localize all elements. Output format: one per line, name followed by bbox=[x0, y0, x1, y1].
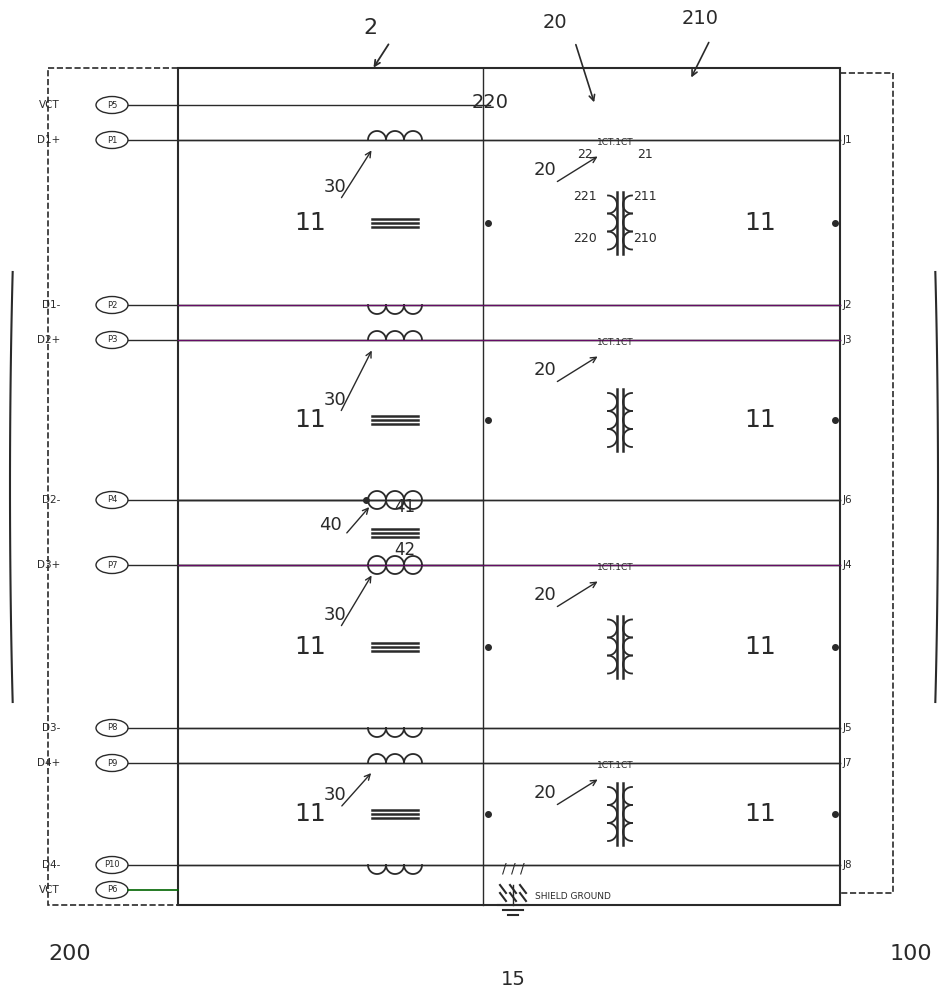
Text: D3-: D3- bbox=[42, 723, 59, 733]
Text: J5: J5 bbox=[842, 723, 851, 733]
Text: 221: 221 bbox=[573, 190, 597, 203]
Bar bbox=[177, 68, 839, 905]
Text: 1CT:1CT: 1CT:1CT bbox=[596, 761, 632, 770]
Text: 11: 11 bbox=[743, 802, 775, 826]
Text: 30: 30 bbox=[323, 178, 346, 196]
Text: 1CT:1CT: 1CT:1CT bbox=[596, 563, 632, 572]
Text: 11: 11 bbox=[743, 211, 775, 234]
Text: 11: 11 bbox=[743, 635, 775, 658]
Text: J4: J4 bbox=[842, 560, 851, 570]
Text: 42: 42 bbox=[394, 541, 415, 559]
Text: 210: 210 bbox=[632, 232, 656, 245]
Text: P1: P1 bbox=[107, 136, 117, 145]
Text: D3+: D3+ bbox=[37, 560, 59, 570]
Text: J8: J8 bbox=[842, 860, 851, 870]
Text: D2-: D2- bbox=[42, 495, 59, 505]
Bar bbox=[48, 68, 177, 905]
Text: P10: P10 bbox=[104, 860, 120, 869]
Text: J6: J6 bbox=[842, 495, 851, 505]
Text: 30: 30 bbox=[323, 391, 346, 409]
Text: 11: 11 bbox=[294, 408, 326, 432]
Text: 20: 20 bbox=[533, 586, 556, 604]
Text: J1: J1 bbox=[842, 135, 851, 145]
Text: 11: 11 bbox=[294, 635, 326, 658]
Text: P2: P2 bbox=[107, 300, 117, 310]
Text: P3: P3 bbox=[107, 336, 117, 344]
Text: SHIELD GROUND: SHIELD GROUND bbox=[534, 892, 610, 901]
Text: P4: P4 bbox=[107, 495, 117, 504]
Text: J3: J3 bbox=[842, 335, 851, 345]
Text: 20: 20 bbox=[533, 784, 556, 802]
Text: 1CT:1CT: 1CT:1CT bbox=[596, 138, 632, 147]
Text: P9: P9 bbox=[107, 758, 117, 768]
Text: D1+: D1+ bbox=[37, 135, 59, 145]
Text: D4-: D4- bbox=[42, 860, 59, 870]
Text: 1CT:1CT: 1CT:1CT bbox=[596, 338, 632, 347]
Bar bbox=[839, 73, 892, 893]
Text: D2+: D2+ bbox=[37, 335, 59, 345]
Text: VCT: VCT bbox=[40, 100, 59, 110]
Text: 30: 30 bbox=[323, 606, 346, 624]
Text: 22: 22 bbox=[577, 148, 592, 161]
Text: J2: J2 bbox=[842, 300, 851, 310]
Text: 11: 11 bbox=[743, 408, 775, 432]
Text: 100: 100 bbox=[889, 944, 932, 964]
Text: / / /: / / / bbox=[501, 862, 524, 876]
Text: 15: 15 bbox=[500, 970, 525, 989]
Text: P7: P7 bbox=[107, 560, 117, 570]
Text: P6: P6 bbox=[107, 885, 117, 894]
Text: 11: 11 bbox=[294, 802, 326, 826]
Text: 2: 2 bbox=[362, 18, 377, 38]
Text: 30: 30 bbox=[323, 786, 346, 804]
Text: 21: 21 bbox=[636, 148, 652, 161]
Text: 11: 11 bbox=[294, 211, 326, 234]
Text: P8: P8 bbox=[107, 724, 117, 732]
Text: 220: 220 bbox=[471, 93, 508, 112]
Text: 220: 220 bbox=[572, 232, 597, 245]
Text: P5: P5 bbox=[107, 101, 117, 110]
Text: 210: 210 bbox=[681, 9, 717, 28]
Text: 20: 20 bbox=[533, 161, 556, 179]
Text: VCT: VCT bbox=[40, 885, 59, 895]
Text: 40: 40 bbox=[318, 516, 341, 534]
Text: 211: 211 bbox=[632, 190, 656, 203]
Text: D4+: D4+ bbox=[37, 758, 59, 768]
Text: D1-: D1- bbox=[42, 300, 59, 310]
Text: 20: 20 bbox=[542, 13, 566, 32]
Text: 20: 20 bbox=[533, 361, 556, 379]
Text: J7: J7 bbox=[842, 758, 851, 768]
Text: 200: 200 bbox=[48, 944, 91, 964]
Text: 41: 41 bbox=[394, 498, 415, 516]
